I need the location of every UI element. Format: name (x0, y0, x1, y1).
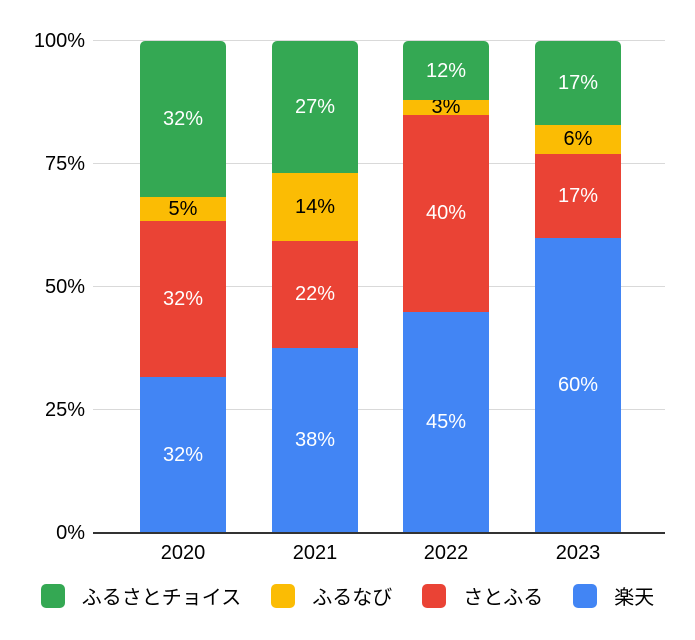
bar-segment-2020-series3: 32% (140, 377, 226, 533)
y-axis-label-25: 25% (44, 399, 85, 421)
y-axis-label-50: 50% (44, 276, 85, 298)
bar-value-label: 12% (425, 59, 467, 82)
x-axis-label-2021: 2021 (292, 542, 338, 564)
bar-value-label: 38% (294, 429, 336, 452)
y-axis-label-100: 100% (33, 30, 85, 52)
legend-item-2: さとふる (422, 581, 543, 610)
bar-value-label: 17% (557, 184, 599, 207)
gridline-50 (93, 286, 665, 287)
legend-label: 楽天 (614, 587, 655, 609)
bar-segment-2021-series3: 38% (272, 347, 358, 533)
legend: ふるさとチョイス ふるなび さとふる 楽天 (0, 581, 695, 610)
bar-value-label: 32% (162, 288, 204, 311)
bar-value-label: 60% (557, 374, 599, 397)
plot-area: 32% 32% 5% 32% 38% 22% 14% 27% 45% 40% 3% 12% 60% 17%… (93, 41, 665, 533)
y-axis-label-75: 75% (44, 153, 85, 175)
bar-value-label: 45% (425, 411, 467, 434)
legend-swatch-icon (422, 583, 447, 608)
bar-segment-2023-series2: 17% (535, 154, 621, 238)
bar-value-label: 27% (294, 95, 336, 118)
bar-segment-2020-series0: 32% (140, 41, 226, 197)
bar-segment-2021-series0: 27% (272, 41, 358, 173)
bar-value-label: 32% (162, 444, 204, 467)
legend-item-0: ふるさとチョイス (40, 581, 242, 610)
x-axis-line (93, 532, 665, 534)
bar-value-label: 40% (425, 202, 467, 225)
bar-value-label: 17% (557, 71, 599, 94)
legend-label: ふるさとチョイス (81, 587, 242, 609)
bar-segment-2020-series2: 32% (140, 221, 226, 378)
legend-label: さとふる (463, 587, 544, 609)
x-axis-label-2020: 2020 (160, 542, 206, 564)
gridline-100 (93, 40, 665, 41)
bar-segment-2020-series1: 5% (140, 196, 226, 222)
x-axis-label-2023: 2023 (555, 542, 601, 564)
legend-item-3: 楽天 (573, 581, 654, 610)
legend-swatch-icon (40, 583, 65, 608)
bar-value-label: 3% (431, 96, 461, 119)
bar-value-label: 14% (294, 195, 336, 218)
gridline-75 (93, 163, 665, 164)
x-axis-label-2022: 2022 (423, 542, 469, 564)
gridline-25 (93, 409, 665, 410)
bar-value-label: 5% (168, 198, 198, 221)
bar-segment-2023-series1: 6% (535, 124, 621, 155)
bar-segment-2021-series1: 14% (272, 172, 358, 241)
bar-value-label: 6% (563, 128, 593, 151)
legend-label: ふるなび (312, 587, 393, 609)
bar-segment-2022-series0: 12% (403, 41, 489, 101)
bar-segment-2023-series0: 17% (535, 41, 621, 125)
bar-value-label: 22% (294, 283, 336, 306)
y-axis-label-0: 0% (56, 522, 85, 544)
bar-segment-2022-series3: 45% (403, 311, 489, 533)
bar-segment-2022-series2: 40% (403, 114, 489, 312)
legend-item-1: ふるなび (271, 581, 392, 610)
bar-value-label: 32% (162, 107, 204, 130)
legend-swatch-icon (573, 583, 598, 608)
legend-swatch-icon (271, 583, 296, 608)
bar-segment-2023-series3: 60% (535, 237, 621, 533)
bar-segment-2022-series1: 3% (403, 96, 489, 119)
bar-segment-2021-series2: 22% (272, 240, 358, 348)
